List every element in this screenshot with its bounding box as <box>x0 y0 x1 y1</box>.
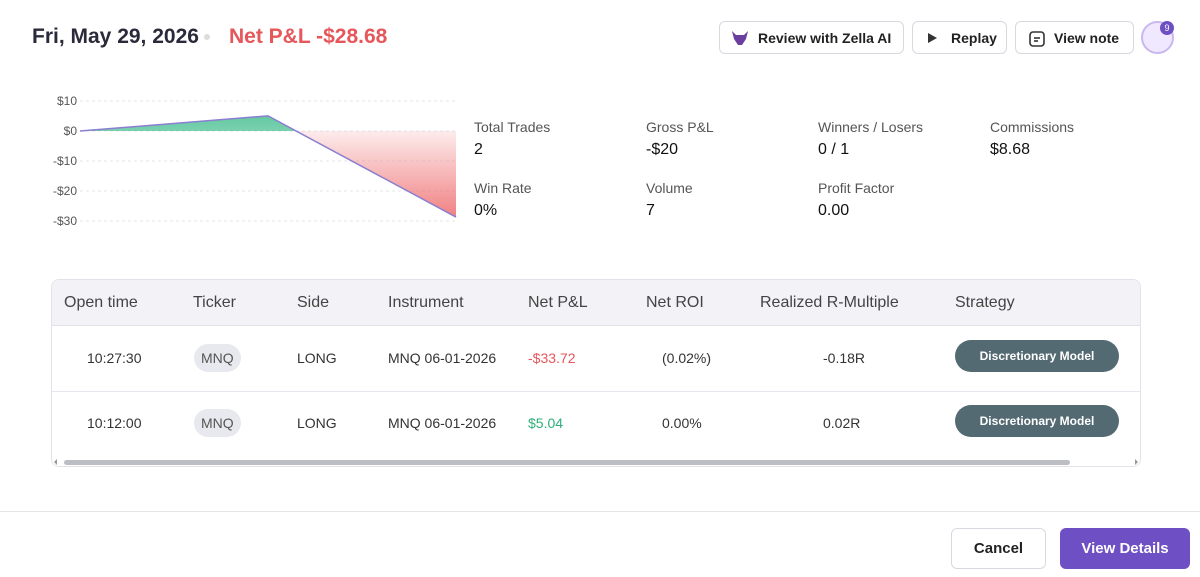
stat-value: 0 / 1 <box>818 141 850 158</box>
table-cell: 10:12:00 <box>87 415 142 431</box>
cancel-button[interactable]: Cancel <box>951 528 1046 569</box>
play-icon <box>928 33 937 43</box>
replay-button[interactable]: Replay <box>912 21 1007 54</box>
pnl-line <box>79 115 457 218</box>
row-divider <box>52 391 1140 392</box>
stat-value: 0% <box>474 202 498 219</box>
strategy-tag: Discretionary Model <box>955 405 1119 437</box>
separator <box>204 34 210 40</box>
stat-value: -$20 <box>646 141 679 158</box>
table-cell: -0.18R <box>823 350 866 366</box>
avatar-badge: 9 <box>1160 21 1174 35</box>
area-positive <box>80 115 456 131</box>
table-cell: MNQ 06-01-2026 <box>388 350 497 366</box>
note-button[interactable]: View note <box>1015 21 1134 54</box>
table-cell: 0.02R <box>823 415 861 431</box>
table-cell: (0.02%) <box>662 350 712 366</box>
column-header: Ticker <box>193 294 236 311</box>
table-cell: 0.00% <box>662 415 702 431</box>
strategy-tag: Discretionary Model <box>955 340 1119 372</box>
stat-value: 2 <box>474 141 483 158</box>
review-label: Review with Zella AI <box>758 29 892 46</box>
stat-value: 7 <box>646 202 655 219</box>
table-cell: -$33.72 <box>528 350 576 366</box>
stat-label: Winners / Losers <box>818 119 924 135</box>
area-negative <box>80 131 456 218</box>
pnl-chart: $10 $0 -$10 -$20 -$30 <box>53 94 457 228</box>
column-header: Open time <box>64 294 138 311</box>
column-header: Strategy <box>955 294 1015 311</box>
stat-label: Profit Factor <box>818 180 895 196</box>
ticker-tag: MNQ <box>194 344 241 372</box>
column-header: Instrument <box>388 294 464 311</box>
stat-value: $8.68 <box>990 141 1031 158</box>
net-pnl: Net P&L -$28.68 <box>229 25 388 48</box>
note-icon <box>1029 31 1045 47</box>
stat-label: Win Rate <box>474 180 532 196</box>
y-tick-label: -$10 <box>53 154 77 168</box>
note-label: View note <box>1054 29 1120 46</box>
scrollbar[interactable] <box>64 460 1070 465</box>
stat-label: Gross P&L <box>646 119 714 135</box>
column-header: Side <box>297 294 330 311</box>
table-cell: MNQ 06-01-2026 <box>388 415 497 431</box>
stat-label: Commissions <box>990 119 1075 135</box>
trades-table: Open time Ticker Side Instrument Net P&L Net … <box>51 279 1141 467</box>
zella-icon <box>732 31 748 45</box>
table-cell: $5.04 <box>528 415 564 431</box>
ticker-tag: MNQ <box>194 409 241 437</box>
y-tick-label: -$20 <box>53 184 77 198</box>
column-header: Net P&L <box>528 294 588 311</box>
review-button[interactable]: Review with Zella AI <box>719 21 904 54</box>
avatar[interactable]: 9 <box>1141 21 1174 54</box>
y-tick-label: -$30 <box>53 214 77 228</box>
column-header: Net ROI <box>646 294 704 311</box>
date: Fri, May 29, 2026 <box>32 25 199 48</box>
table-cell: LONG <box>297 350 337 366</box>
column-header: Realized R-Multiple <box>760 294 899 311</box>
stat-label: Volume <box>646 180 693 196</box>
y-tick-label: $10 <box>57 94 77 108</box>
stat-label: Total Trades <box>474 119 551 135</box>
table-cell: 10:27:30 <box>87 350 142 366</box>
stat-value: 0.00 <box>818 202 850 219</box>
table-header: Open time Ticker Side Instrument Net P&L Net … <box>52 280 1140 326</box>
table-cell: LONG <box>297 415 337 431</box>
scroll-arrows <box>54 459 1138 465</box>
y-tick-label: $0 <box>64 124 78 138</box>
view-details-button[interactable]: View Details <box>1060 528 1190 569</box>
replay-label: Replay <box>951 29 997 46</box>
footer-divider <box>0 511 1200 512</box>
